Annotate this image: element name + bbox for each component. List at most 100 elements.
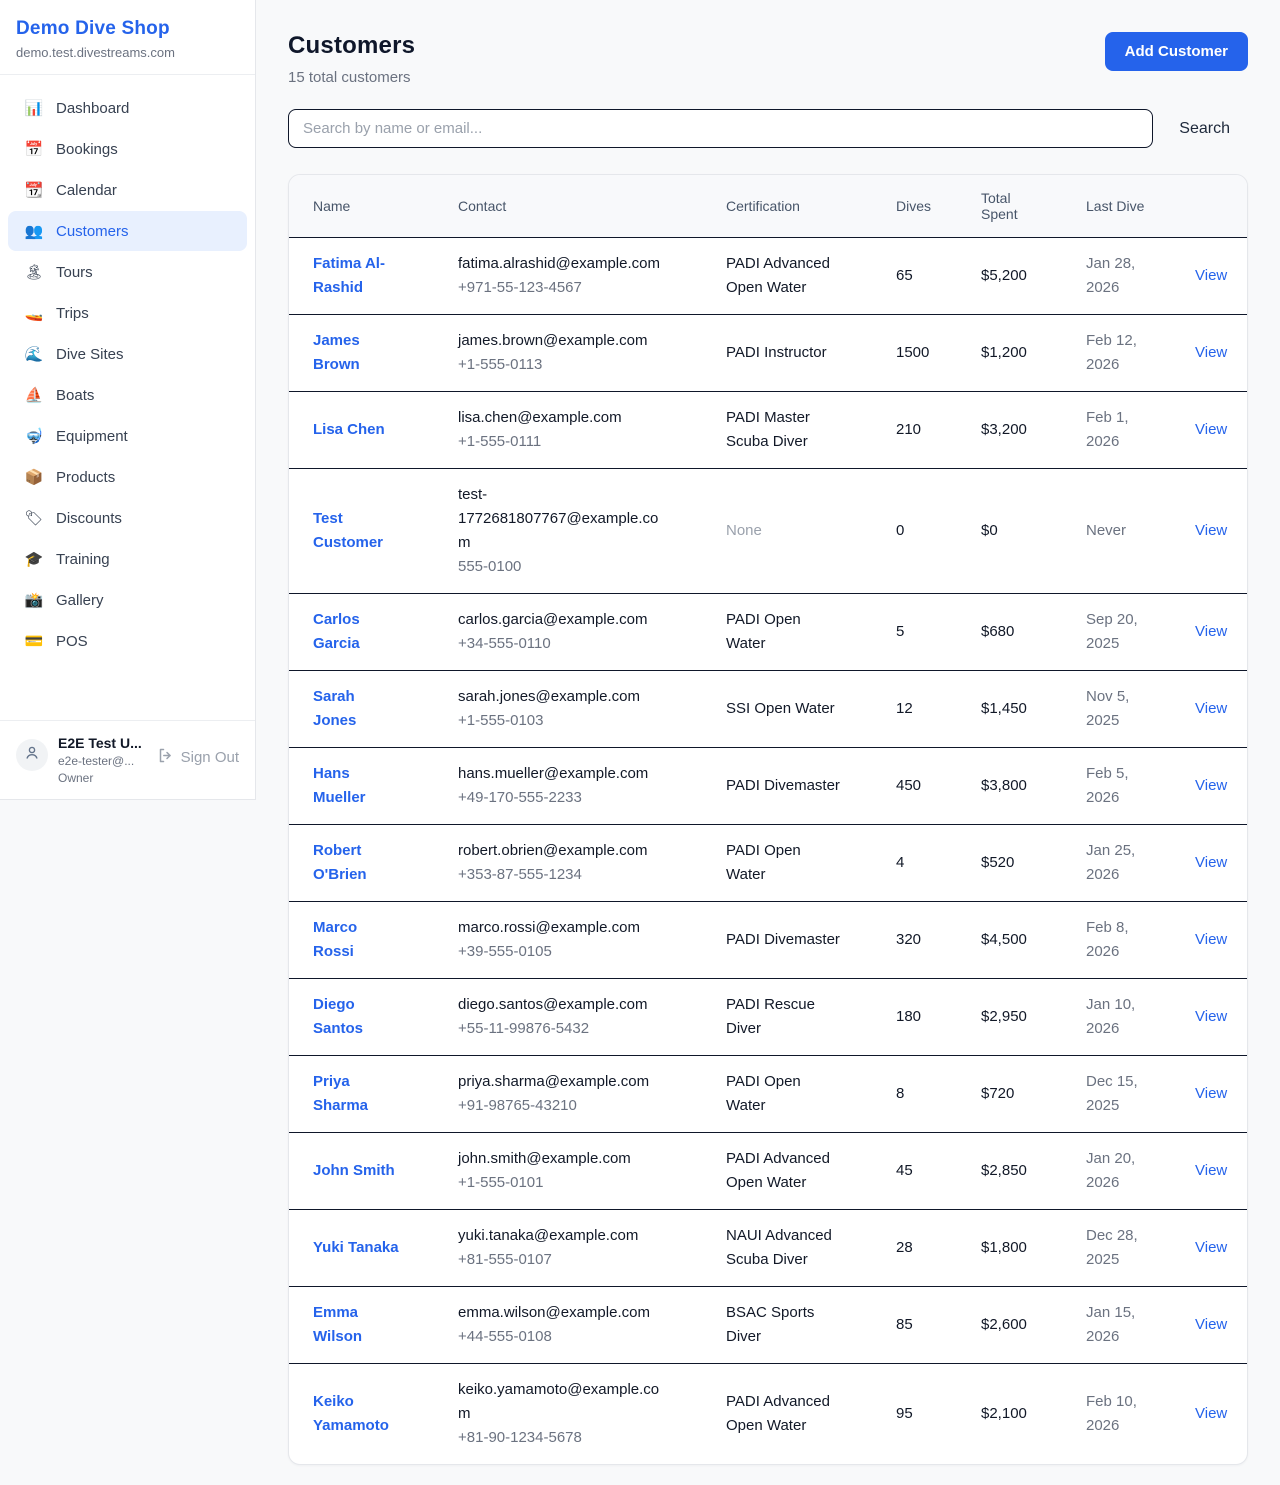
customer-phone: +81-555-0107 <box>458 1250 552 1268</box>
customer-name-link[interactable]: Sarah Jones <box>313 687 357 729</box>
customer-total-spent-cell: $720 <box>981 1054 1086 1132</box>
customer-phone: +1-555-0111 <box>458 432 542 450</box>
customer-name-link[interactable]: Keiko Yamamoto <box>313 1392 389 1434</box>
view-customer-link[interactable]: View <box>1195 853 1228 871</box>
gallery-camera-icon: 📸 <box>24 592 44 609</box>
customer-name-link[interactable]: James Brown <box>313 331 360 373</box>
search-input[interactable] <box>288 109 1154 148</box>
customer-name-link[interactable]: Hans Mueller <box>313 764 366 806</box>
customer-phone: +971-55-123-4567 <box>458 278 582 296</box>
table-row: Hans Mueller hans.mueller@example.com +49-… <box>289 746 1247 824</box>
view-customer-link[interactable]: View <box>1195 1315 1228 1333</box>
customer-last-dive: Sep 20, 2025 <box>1086 610 1138 652</box>
customer-certification: PADI Master Scuba Diver <box>726 408 810 450</box>
customer-name-link[interactable]: Marco Rossi <box>313 918 358 960</box>
customer-dives-cell: 45 <box>896 1131 981 1209</box>
customer-name-link[interactable]: Diego Santos <box>313 995 364 1037</box>
customer-name-link[interactable]: Robert O'Brien <box>313 841 367 883</box>
customer-certification-cell: PADI Rescue Diver <box>726 977 896 1055</box>
customer-contact-cell: fatima.alrashid@example.com +971-55-123-4… <box>458 237 726 314</box>
user-role: Owner <box>58 771 94 785</box>
search-button[interactable]: Search <box>1179 112 1230 146</box>
sidebar-item-pos[interactable]: 💳 POS <box>8 621 247 661</box>
customer-name-cell: Marco Rossi <box>289 900 458 978</box>
customer-name-link[interactable]: Yuki Tanaka <box>313 1238 399 1256</box>
sign-out-button[interactable]: Sign Out <box>157 747 239 768</box>
calendar-icon: 📆 <box>24 182 44 199</box>
table-header-row: Name Contact Certification Dives Total S… <box>289 175 1247 238</box>
customer-certification-cell: PADI Open Water <box>726 1054 896 1132</box>
sidebar-item-boats[interactable]: ⛵ Boats <box>8 375 247 415</box>
boats-sailboat-icon: ⛵ <box>24 387 44 404</box>
customer-last-dive-cell: Feb 8, 2026 <box>1086 900 1195 978</box>
sidebar-item-customers[interactable]: 👥 Customers <box>8 211 247 251</box>
sidebar-item-tours[interactable]: 🏝 Tours <box>8 252 247 292</box>
customer-contact-cell: carlos.garcia@example.com +34-555-0110 <box>458 592 726 670</box>
customer-last-dive: Jan 10, 2026 <box>1086 995 1136 1037</box>
customer-total-spent-cell: $520 <box>981 823 1086 901</box>
view-customer-link[interactable]: View <box>1195 1238 1228 1256</box>
customer-total-spent-cell: $4,500 <box>981 900 1086 978</box>
view-customer-link[interactable]: View <box>1195 1084 1228 1102</box>
customer-certification: PADI Open Water <box>726 841 801 883</box>
sidebar-item-calendar[interactable]: 📆 Calendar <box>8 170 247 210</box>
customer-certification-cell: PADI Advanced Open Water <box>726 237 896 314</box>
sidebar-item-products[interactable]: 📦 Products <box>8 457 247 497</box>
view-customer-link[interactable]: View <box>1195 420 1228 438</box>
sidebar-item-equipment[interactable]: 🤿 Equipment <box>8 416 247 456</box>
customer-total-spent-cell: $1,200 <box>981 313 1086 391</box>
customer-dives-cell: 12 <box>896 669 981 747</box>
sidebar-item-discounts[interactable]: 🏷 Discounts <box>8 498 247 538</box>
view-customer-link[interactable]: View <box>1195 1404 1228 1422</box>
customer-name-link[interactable]: Lisa Chen <box>313 420 385 438</box>
sidebar-item-label: Tours <box>56 263 93 281</box>
sidebar-item-trips[interactable]: 🚤 Trips <box>8 293 247 333</box>
customer-certification: PADI Instructor <box>726 343 827 361</box>
sidebar-item-bookings[interactable]: 📅 Bookings <box>8 129 247 169</box>
customer-certification: PADI Rescue Diver <box>726 995 815 1037</box>
sidebar-item-gallery[interactable]: 📸 Gallery <box>8 580 247 620</box>
customer-last-dive-cell: Dec 15, 2025 <box>1086 1054 1195 1132</box>
sidebar-item-dive-sites[interactable]: 🌊 Dive Sites <box>8 334 247 374</box>
shop-name: Demo Dive Shop <box>16 18 170 39</box>
customer-actions-cell: View <box>1195 900 1247 978</box>
view-customer-link[interactable]: View <box>1195 776 1228 794</box>
customer-last-dive: Dec 15, 2025 <box>1086 1072 1138 1114</box>
customer-name-link[interactable]: Carlos Garcia <box>313 610 360 652</box>
main-content: Customers 15 total customers Add Custome… <box>288 0 1248 1465</box>
customer-total-spent-cell: $2,850 <box>981 1131 1086 1209</box>
view-customer-link[interactable]: View <box>1195 1007 1228 1025</box>
customer-name-cell: Lisa Chen <box>289 390 458 468</box>
customer-phone: +1-555-0113 <box>458 355 543 373</box>
customer-phone: +34-555-0110 <box>458 634 551 652</box>
customer-last-dive-cell: Jan 28, 2026 <box>1086 237 1195 314</box>
customer-name-link[interactable]: Test Customer <box>313 509 384 551</box>
customer-last-dive: Jan 20, 2026 <box>1086 1149 1136 1191</box>
column-header-certification: Certification <box>726 175 896 238</box>
view-customer-link[interactable]: View <box>1195 1161 1228 1179</box>
customer-last-dive-cell: Jan 20, 2026 <box>1086 1131 1195 1209</box>
view-customer-link[interactable]: View <box>1195 930 1228 948</box>
view-customer-link[interactable]: View <box>1195 266 1228 284</box>
customer-contact-cell: yuki.tanaka@example.com +81-555-0107 <box>458 1208 726 1286</box>
sidebar-item-label: Discounts <box>56 509 122 527</box>
customer-name-link[interactable]: Priya Sharma <box>313 1072 369 1114</box>
customer-name-link[interactable]: Fatima Al-Rashid <box>313 254 385 296</box>
sidebar-item-dashboard[interactable]: 📊 Dashboard <box>8 88 247 128</box>
view-customer-link[interactable]: View <box>1195 622 1228 640</box>
customer-name-link[interactable]: Emma Wilson <box>313 1303 363 1345</box>
column-header-dives: Dives <box>896 175 981 238</box>
view-customer-link[interactable]: View <box>1195 699 1228 717</box>
customer-certification-cell: PADI Instructor <box>726 313 896 391</box>
customer-name-link[interactable]: John Smith <box>313 1161 395 1179</box>
sidebar-item-training[interactable]: 🎓 Training <box>8 539 247 579</box>
customer-email: john.smith@example.com <box>458 1149 631 1167</box>
view-customer-link[interactable]: View <box>1195 521 1228 539</box>
customer-last-dive-cell: Feb 1, 2026 <box>1086 390 1195 468</box>
add-customer-button[interactable]: Add Customer <box>1104 32 1248 71</box>
customer-actions-cell: View <box>1195 823 1247 901</box>
customer-certification: PADI Advanced Open Water <box>726 1149 830 1191</box>
view-customer-link[interactable]: View <box>1195 343 1228 361</box>
customer-email: robert.obrien@example.com <box>458 841 648 859</box>
customer-contact-cell: priya.sharma@example.com +91-98765-43210 <box>458 1054 726 1132</box>
